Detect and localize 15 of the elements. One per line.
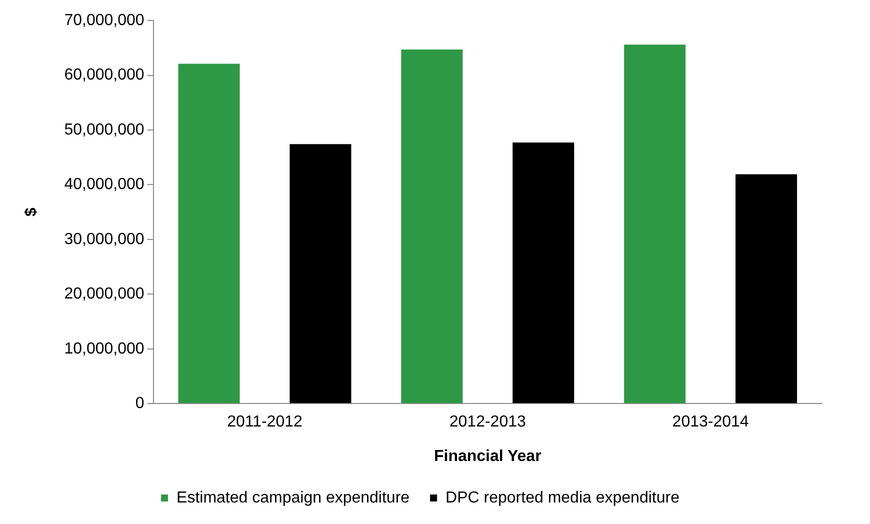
- x-tick-label: 2013-2014: [672, 414, 749, 431]
- x-axis-title: Financial Year: [434, 448, 542, 465]
- legend-label: DPC reported media expenditure: [446, 489, 680, 506]
- y-tick-label: 0: [135, 395, 144, 412]
- y-tick-label: 20,000,000: [64, 286, 144, 303]
- y-tick-label: 70,000,000: [64, 12, 144, 30]
- y-tick-label: 40,000,000: [64, 176, 144, 194]
- y-tick-label: 10,000,000: [64, 340, 144, 358]
- legend-label: Estimated campaign expenditure: [176, 489, 410, 506]
- y-tick-label: 30,000,000: [64, 230, 144, 248]
- y-tick-label: 60,000,000: [64, 66, 144, 84]
- x-tick-label: 2011-2012: [227, 414, 302, 431]
- y-tick-label: 50,000,000: [64, 121, 144, 138]
- x-tick-label: 2012-2013: [449, 414, 526, 431]
- y-axis-title: $: [23, 208, 40, 217]
